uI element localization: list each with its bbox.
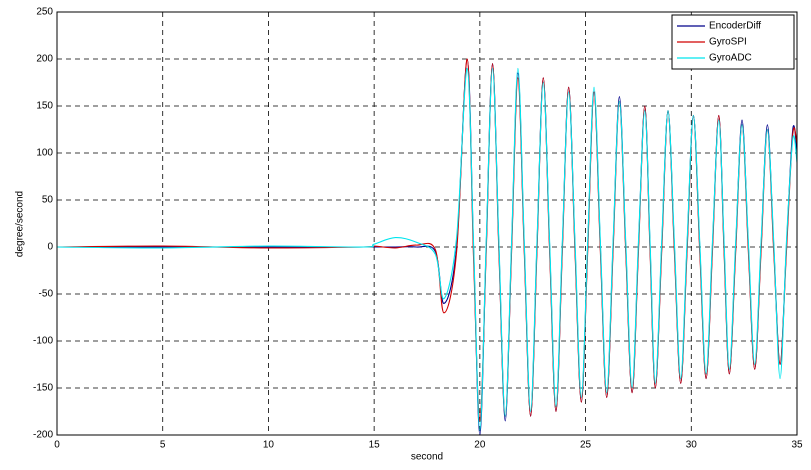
x-tick-label: 30 bbox=[686, 440, 698, 451]
y-tick-label: 50 bbox=[42, 195, 54, 206]
legend-label: GyroADC bbox=[709, 53, 752, 64]
y-tick-label: -200 bbox=[33, 430, 53, 441]
y-tick-label: 150 bbox=[36, 101, 53, 112]
y-tick-label: 100 bbox=[36, 148, 53, 159]
x-tick-label: 15 bbox=[369, 440, 381, 451]
x-axis-label: second bbox=[411, 452, 443, 463]
y-tick-label: -150 bbox=[33, 383, 53, 394]
series-line bbox=[56, 67, 798, 431]
plot-frame bbox=[56, 11, 798, 436]
legend-label: GyroSPI bbox=[709, 37, 747, 48]
legend-label: EncoderDiff bbox=[709, 21, 761, 32]
y-tick-label: 0 bbox=[47, 242, 53, 253]
y-axis-label: degree/second bbox=[15, 191, 26, 257]
x-tick-label: 25 bbox=[580, 440, 592, 451]
x-tick-label: 20 bbox=[474, 440, 486, 451]
y-tick-label: -50 bbox=[39, 289, 54, 300]
plot-area bbox=[57, 12, 797, 435]
x-tick-label: 35 bbox=[791, 440, 803, 451]
x-tick-label: 5 bbox=[160, 440, 166, 451]
y-tick-label: -100 bbox=[33, 336, 53, 347]
y-tick-label: 250 bbox=[36, 7, 53, 18]
y-tick-label: 200 bbox=[36, 54, 53, 65]
x-tick-label: 0 bbox=[54, 440, 60, 451]
x-tick-label: 10 bbox=[263, 440, 275, 451]
